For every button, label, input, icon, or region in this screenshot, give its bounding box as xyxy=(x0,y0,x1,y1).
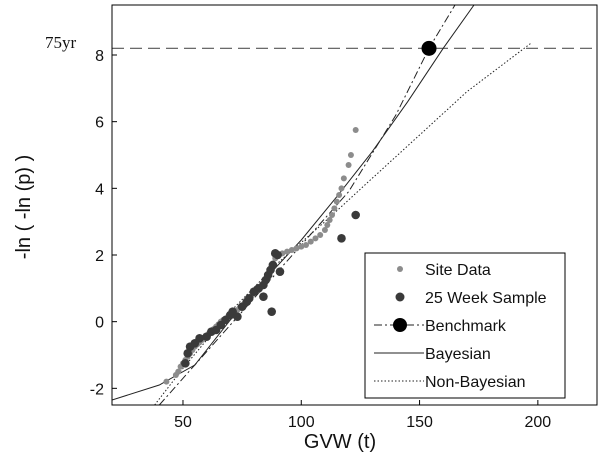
point-25-week-sample xyxy=(242,297,252,306)
y-tick-label: 0 xyxy=(95,315,104,332)
point-site-data xyxy=(336,192,343,198)
point-site-data xyxy=(312,235,319,242)
point-site-data xyxy=(175,368,182,375)
x-tick-label: 200 xyxy=(525,414,552,431)
x-tick-label: 50 xyxy=(174,414,192,431)
point-25-week-sample xyxy=(351,210,360,220)
point-site-data xyxy=(163,378,170,385)
legend-item-benchmark: Benchmark xyxy=(374,318,507,335)
legend-item-site-data: Site Data xyxy=(397,262,491,279)
legend-marker-25-week-sample xyxy=(395,292,405,302)
point-25-week-sample xyxy=(267,307,276,316)
point-25-week-sample xyxy=(233,312,242,321)
plot-frame xyxy=(111,4,598,406)
y-tick-label: 8 xyxy=(95,48,104,65)
point-25-week-sample xyxy=(273,250,282,260)
point-site-data xyxy=(347,152,354,158)
legend-label-bayesian: Bayesian xyxy=(425,346,491,363)
y-axis-label: -ln ( -ln (p) ) xyxy=(13,155,35,259)
point-25-week-sample xyxy=(268,260,278,270)
series-line-non-bayesian xyxy=(154,42,532,405)
series-line-bayesian xyxy=(112,5,475,401)
x-tick-label: 100 xyxy=(288,414,315,431)
point-25-week-sample xyxy=(183,349,193,358)
legend-marker-site-data xyxy=(397,266,403,272)
legend: Site Data 25 Week Sample Benchmark Bayes… xyxy=(364,252,566,399)
point-25-week-sample xyxy=(259,292,268,301)
y-tick-label: -2 xyxy=(90,381,104,398)
y-tick-label: 6 xyxy=(95,115,104,132)
x-axis-label: GVW (t) xyxy=(304,431,376,453)
point-site-data xyxy=(321,227,328,233)
legend-label-benchmark: Benchmark xyxy=(425,318,507,335)
point-25-week-sample xyxy=(275,267,285,276)
legend-label-site-data: Site Data xyxy=(425,262,491,279)
point-site-data xyxy=(331,205,338,212)
legend-label-non-bayesian: Non-Bayesian xyxy=(425,374,526,391)
point-site-data xyxy=(333,198,340,205)
point-25-week-sample xyxy=(181,359,190,368)
y-tick-label: 4 xyxy=(95,181,104,198)
return-period-label: 75yr xyxy=(45,33,77,52)
legend-item-bayesian: Bayesian xyxy=(374,346,491,363)
point-25-week-sample xyxy=(195,334,204,343)
point-site-data xyxy=(338,185,345,192)
y-tick-label: 2 xyxy=(95,248,104,265)
point-site-data xyxy=(345,162,352,168)
point-site-data xyxy=(329,212,336,218)
point-site-data xyxy=(317,232,324,238)
point-site-data xyxy=(340,175,347,182)
point-site-data xyxy=(288,247,295,253)
point-site-data xyxy=(324,222,331,228)
x-tick-label: 150 xyxy=(406,414,433,431)
point-25-week-sample xyxy=(337,234,346,243)
legend-label-25-week-sample: 25 Week Sample xyxy=(425,290,547,307)
point-site-data xyxy=(293,245,300,252)
point-site-data xyxy=(307,238,314,245)
point-site-data xyxy=(284,248,291,255)
point-benchmark xyxy=(421,40,437,56)
point-site-data xyxy=(352,127,359,133)
point-site-data xyxy=(298,243,305,250)
legend-item-non-bayesian: Non-Bayesian xyxy=(374,374,526,391)
legend-item-25-week-sample: 25 Week Sample xyxy=(395,290,547,307)
point-site-data xyxy=(326,217,333,223)
point-site-data xyxy=(303,242,309,248)
legend-marker-benchmark xyxy=(393,318,407,332)
